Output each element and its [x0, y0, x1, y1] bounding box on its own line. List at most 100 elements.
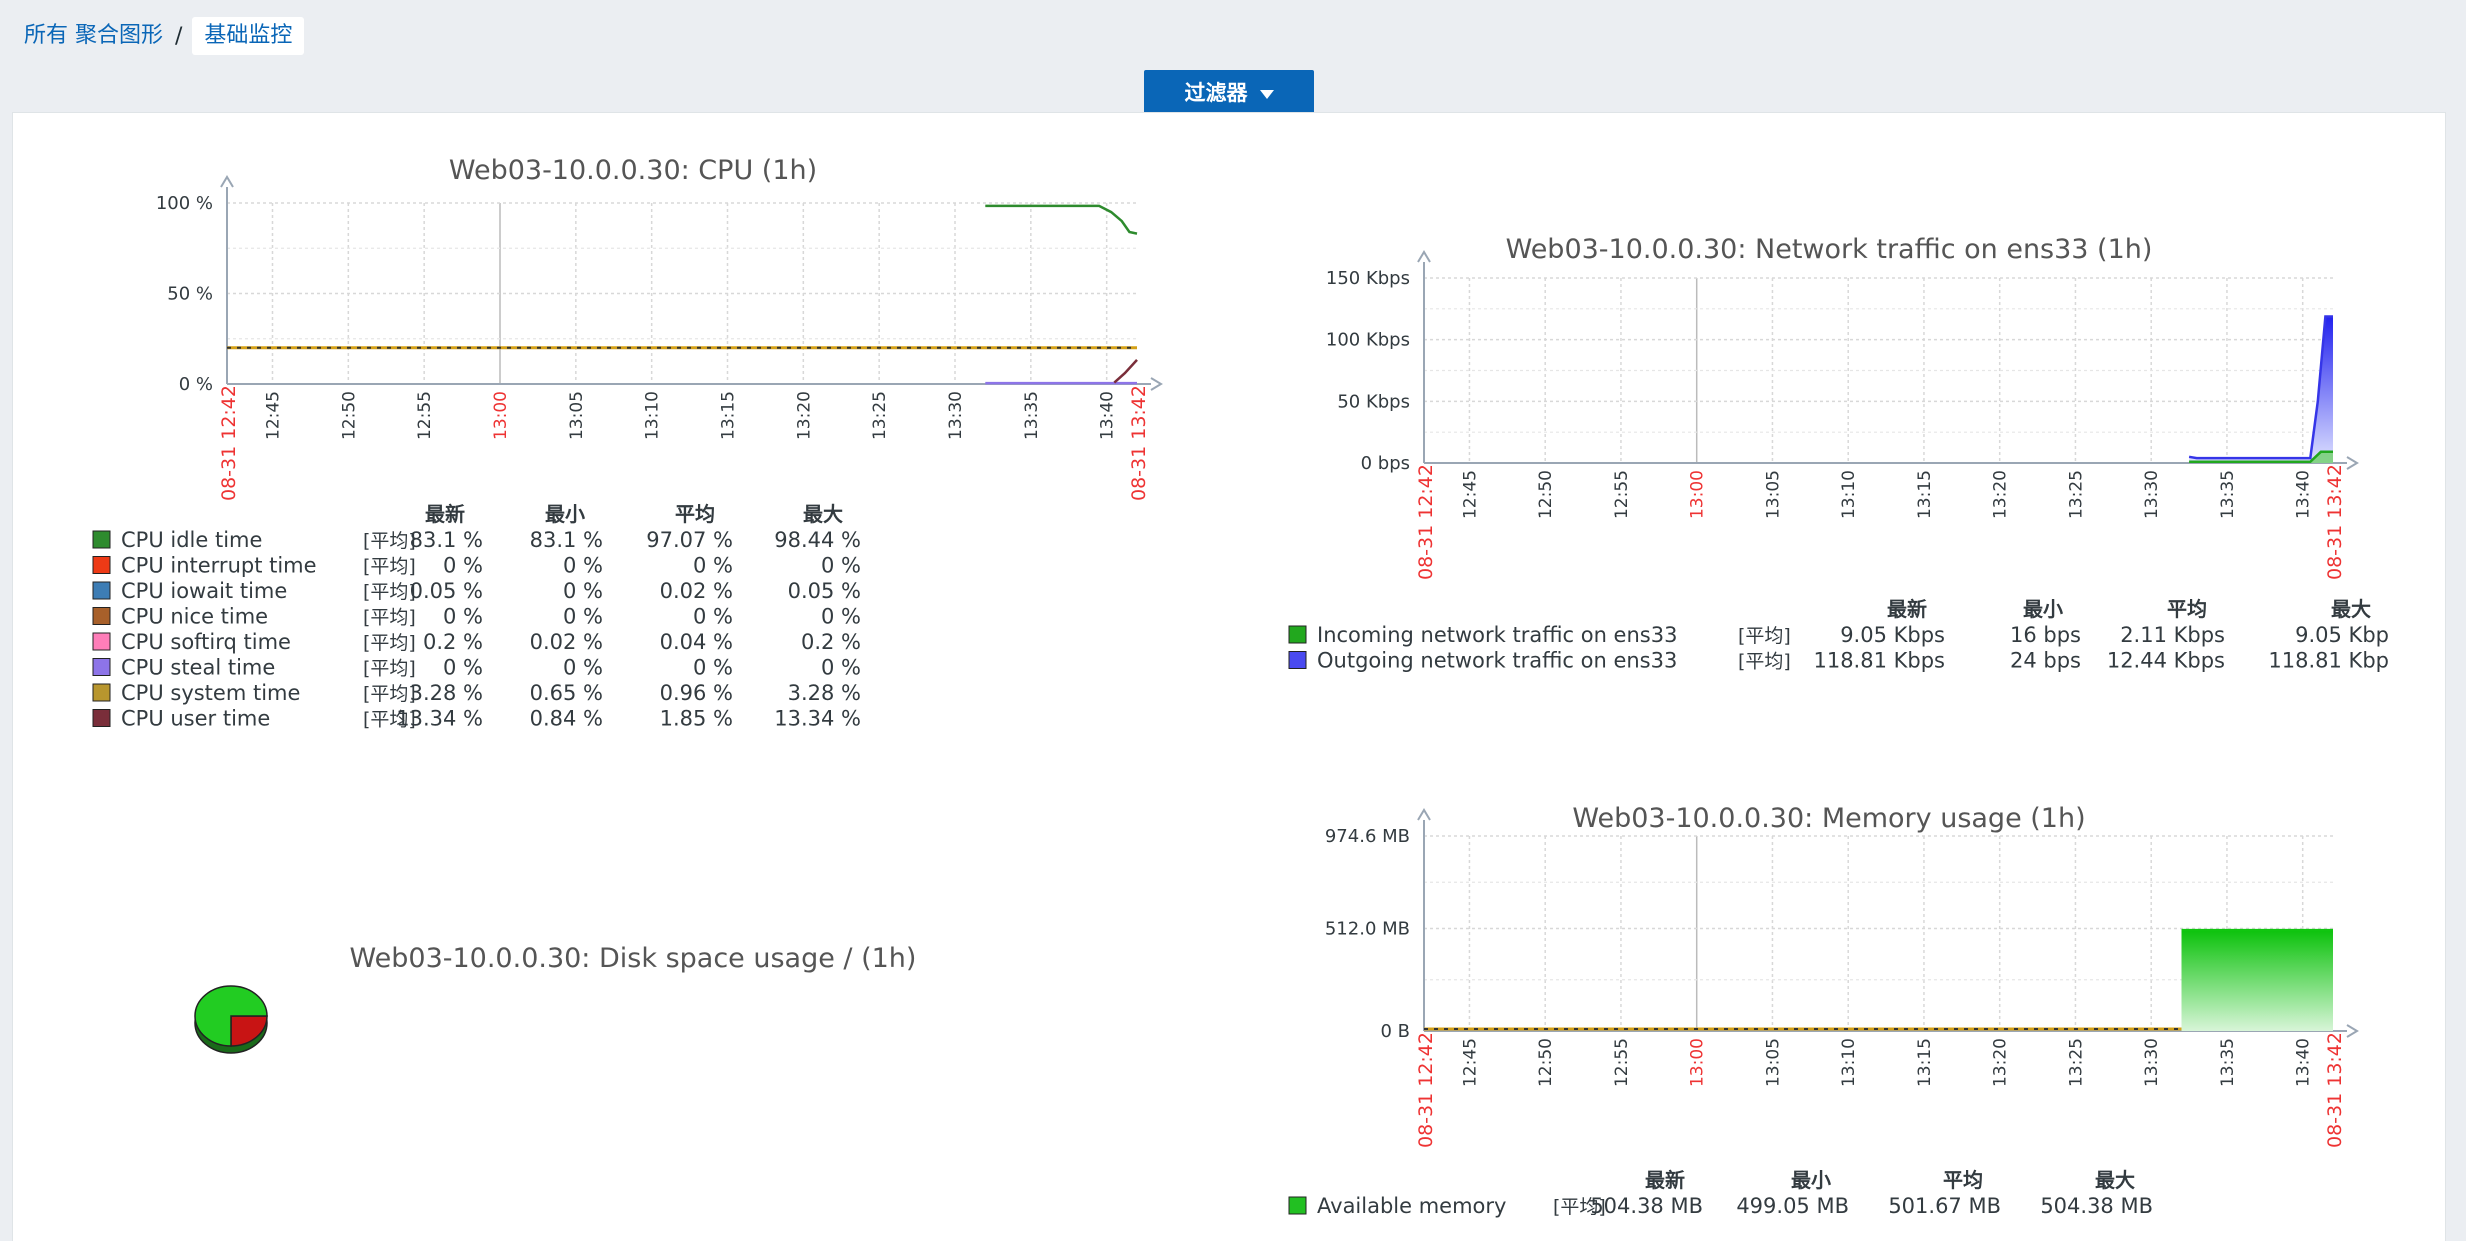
cpu-legend-stat: 0 %	[563, 554, 603, 578]
memory-x-tick-label: 12:45	[1460, 1038, 1480, 1087]
screen-panel: Web03-10.0.0.30: CPU (1h) 12:45 12:50 12:55…	[12, 112, 2446, 1241]
network-x-tick-label: 13:15	[1915, 470, 1935, 519]
network-x-tick-label: 12:45	[1460, 470, 1480, 519]
memory-y-tick-label: 0 B	[1380, 1021, 1410, 1042]
disk-pie-slice	[230, 1015, 268, 1047]
network-x-start-label: 08-31 12:42	[1415, 464, 1437, 580]
cpu-stat-header: 最大	[803, 502, 843, 526]
memory-x-tick-label: 13:40	[2294, 1038, 2314, 1087]
cpu-legend-stat: 3.28 %	[410, 681, 483, 705]
cpu-legend-flag: [平均]	[363, 530, 416, 552]
cpu-x-tick-label: 13:10	[643, 391, 663, 440]
cpu-legend-flag: [平均]	[363, 632, 416, 654]
network-x-tick-label: 12:55	[1612, 470, 1632, 519]
memory-title: Web03-10.0.0.30: Memory usage (1h)	[1572, 803, 2085, 834]
memory-x-start-label: 08-31 12:42	[1415, 1032, 1437, 1148]
network-x-tick-label: 13:20	[1991, 470, 2011, 519]
cpu-legend-flag: [平均]	[363, 658, 416, 680]
cpu-x-tick-label: 12:55	[415, 391, 435, 440]
cpu-stat-header: 最小	[545, 502, 585, 526]
cpu-series-line	[1113, 359, 1138, 384]
cpu-legend-stat: 0.2 %	[423, 630, 483, 654]
network-x-tick-label: 13:25	[2066, 470, 2086, 519]
memory-legend-stat: 501.67 MB	[1888, 1194, 2001, 1218]
cpu-legend-swatch	[92, 683, 111, 702]
network-stat-header: 最新	[1887, 597, 1927, 621]
filter-button[interactable]: 过滤器	[1144, 70, 1314, 114]
cpu-legend-stat: 0.84 %	[530, 707, 603, 731]
breadcrumb-link-all-screens[interactable]: 所有 聚合图形	[24, 23, 163, 48]
memory-x-tick-label: 12:50	[1536, 1038, 1556, 1087]
cpu-legend-stat: 0 %	[821, 656, 861, 680]
memory-stat-header: 最小	[1791, 1168, 1831, 1192]
network-title: Web03-10.0.0.30: Network traffic on ens3…	[1506, 234, 2153, 265]
breadcrumb-current[interactable]: 基础监控	[192, 17, 305, 55]
memory-x-tick-label: 13:05	[1763, 1038, 1783, 1087]
cpu-legend-stat: 1.85 %	[660, 707, 733, 731]
memory-stat-header: 平均	[1943, 1168, 1983, 1192]
cpu-legend-stat: 0.05 %	[410, 579, 483, 603]
network-x-tick-label: 13:10	[1839, 470, 1859, 519]
cpu-x-tick-label: 12:45	[264, 391, 284, 440]
network-stat-header: 平均	[2167, 597, 2207, 621]
memory-legend-swatch	[1288, 1196, 1307, 1215]
network-series-area	[2189, 316, 2333, 463]
cpu-legend-label: CPU iowait time	[121, 579, 287, 603]
network-y-tick-label: 0 bps	[1361, 453, 1410, 474]
cpu-x-tick-label: 13:30	[946, 391, 966, 440]
cpu-legend-stat: 0 %	[693, 554, 733, 578]
cpu-legend-stat: 0 %	[693, 605, 733, 629]
breadcrumb-separator: /	[175, 23, 183, 49]
memory-y-tick-label: 974.6 MB	[1325, 826, 1410, 847]
network-x-tick-label: 13:35	[2218, 470, 2238, 519]
cpu-legend-stat: 0.96 %	[660, 681, 733, 705]
cpu-series-line	[985, 204, 1138, 235]
graphs-canvas: Web03-10.0.0.30: CPU (1h) 12:45 12:50 12:55…	[92, 155, 2389, 1218]
cpu-x-tick-label: 13:25	[870, 391, 890, 440]
cpu-legend-stat: 0 %	[563, 579, 603, 603]
network-legend-label: Outgoing network traffic on ens33	[1317, 649, 1677, 673]
cpu-legend-label: CPU interrupt time	[121, 554, 317, 578]
cpu-x-tick-label: 13:35	[1022, 391, 1042, 440]
cpu-legend-stat: 0.65 %	[530, 681, 603, 705]
memory-x-axis-arrow	[2346, 1024, 2359, 1038]
network-x-end-label: 08-31 13:42	[2324, 464, 2346, 580]
cpu-legend-flag: [平均]	[363, 581, 416, 603]
network-y-axis-arrow	[1417, 250, 1431, 263]
cpu-legend-stat: 0.02 %	[660, 579, 733, 603]
cpu-legend-stat: 13.34 %	[396, 707, 483, 731]
memory-stat-header: 最新	[1645, 1168, 1685, 1192]
cpu-legend-label: CPU user time	[121, 707, 270, 731]
cpu-legend-stat: 0 %	[443, 605, 483, 629]
cpu-x-tick-label: 13:00	[491, 391, 511, 440]
cpu-legend-swatch	[92, 581, 111, 600]
cpu-y-tick-label: 0 %	[179, 374, 213, 395]
network-legend-stat: 24 bps	[2010, 649, 2081, 673]
cpu-legend-flag: [平均]	[363, 683, 416, 705]
network-legend-stat: 9.05 Kbp	[2295, 623, 2389, 647]
cpu-legend-stat: 0 %	[821, 605, 861, 629]
cpu-legend-stat: 0 %	[563, 656, 603, 680]
cpu-x-tick-label: 13:40	[1098, 391, 1118, 440]
memory-x-end-label: 08-31 13:42	[2324, 1032, 2346, 1148]
cpu-y-tick-label: 100 %	[156, 193, 213, 214]
cpu-legend-label: CPU idle time	[121, 528, 262, 552]
filter-button-label: 过滤器	[1184, 81, 1248, 105]
cpu-legend-swatch	[92, 658, 111, 676]
network-legend-stat: 16 bps	[2010, 623, 2081, 647]
memory-y-tick-label: 512.0 MB	[1325, 919, 1410, 940]
network-legend-label: Incoming network traffic on ens33	[1317, 623, 1677, 647]
network-x-tick-label: 13:30	[2142, 470, 2162, 519]
cpu-legend-stat: 83.1 %	[410, 528, 483, 552]
cpu-legend-stat: 83.1 %	[530, 528, 603, 552]
network-legend-stat: 118.81 Kbp	[2268, 649, 2389, 673]
memory-x-tick-label: 13:25	[2066, 1038, 2086, 1087]
cpu-legend-swatch	[92, 709, 111, 727]
cpu-legend-swatch	[92, 607, 111, 625]
network-graph: Web03-10.0.0.30: Network traffic on ens3…	[1326, 234, 2359, 580]
cpu-legend-label: CPU softirq time	[121, 630, 291, 654]
network-series-line	[2188, 315, 2333, 460]
memory-legend-flag: [平均]	[1553, 1196, 1606, 1218]
cpu-legend-stat: 0 %	[821, 554, 861, 578]
cpu-legend-stat: 0.2 %	[801, 630, 861, 654]
